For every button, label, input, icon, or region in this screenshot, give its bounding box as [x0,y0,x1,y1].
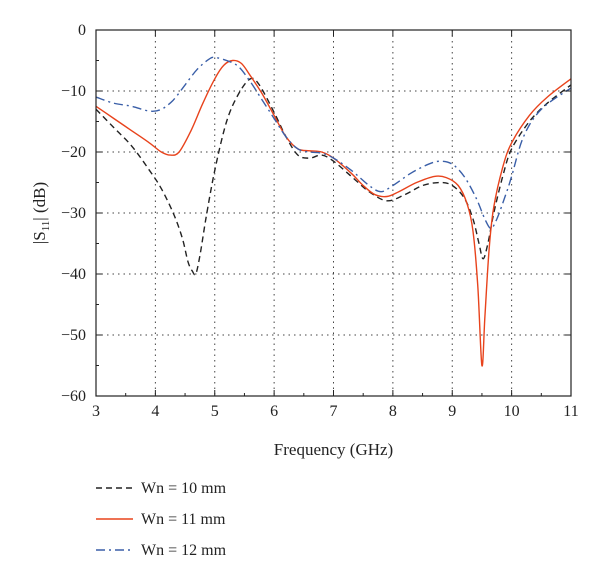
series-line-1 [95,59,572,367]
x-tick-label: 3 [92,403,100,420]
legend-item: Wn = 11 mm [96,511,226,528]
grid [96,30,571,396]
series-line-0 [95,77,572,276]
legend-label-wn-11: Wn = 11 mm [141,511,226,528]
y-axis-title-pre: |S [30,231,49,244]
x-tick-label: 4 [151,403,159,420]
x-tick-label: 6 [270,403,278,420]
y-tick-label: −20 [61,144,86,161]
y-axis-title-sub: 11 [40,221,52,232]
axis-ticks [95,29,572,397]
legend-label-wn-10: Wn = 10 mm [141,480,227,497]
y-tick-label: −60 [61,388,86,405]
x-axis-title: Frequency (GHz) [274,440,393,459]
legend-item: Wn = 10 mm [96,480,227,497]
tick-labels: 3 4 5 6 7 8 9 10 11 0 −10 −20 −30 −40 −50 −60 [61,22,579,420]
x-tick-label: 11 [563,403,578,420]
legend-label-wn-12: Wn = 12 mm [141,542,227,559]
x-tick-label: 9 [448,403,456,420]
y-tick-label: −30 [61,205,86,222]
legend: Wn = 10 mm Wn = 11 mm Wn = 12 mm [96,480,227,559]
y-axis-title: |S11| (dB) [30,182,52,244]
x-tick-label: 5 [211,403,219,420]
y-tick-label: −50 [61,327,86,344]
y-tick-label: −40 [61,266,86,283]
x-tick-label: 10 [504,403,520,420]
y-tick-label: −10 [61,83,86,100]
y-tick-label: 0 [78,22,86,39]
y-axis-title-post: | (dB) [30,182,49,221]
x-tick-label: 7 [330,403,338,420]
legend-item: Wn = 12 mm [96,542,227,559]
series-line-2 [95,56,572,230]
series-lines [95,56,572,367]
x-tick-label: 8 [389,403,397,420]
